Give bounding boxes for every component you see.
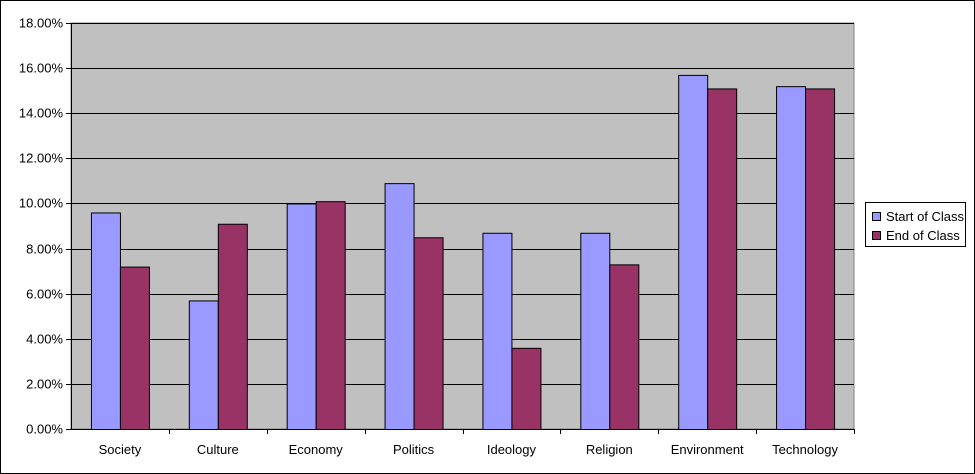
legend-label-start: Start of Class — [886, 208, 965, 224]
y-tick-label: 8.00% — [26, 242, 63, 257]
bar-end-ideology — [511, 347, 542, 430]
legend-swatch-end — [872, 230, 881, 240]
bar-end-culture — [217, 223, 248, 430]
bar-end-society — [119, 266, 150, 430]
y-tick-label: 12.00% — [19, 151, 64, 166]
y-tick-label: 16.00% — [19, 61, 64, 76]
bar-start-politics — [384, 183, 415, 430]
legend-item-start: Start of Class — [872, 207, 964, 225]
bar-end-environment — [707, 88, 738, 431]
bar-end-economy — [315, 201, 346, 430]
bar-start-culture — [188, 300, 219, 430]
y-tick-label: 0.00% — [26, 422, 63, 437]
x-tick-label: Ideology — [487, 442, 537, 457]
x-tick-label: Environment — [671, 442, 744, 457]
x-tick-label: Politics — [393, 442, 435, 457]
bar-end-politics — [413, 237, 444, 430]
x-tick-label: Economy — [289, 442, 344, 457]
bar-start-technology — [776, 86, 807, 431]
y-tick-label: 14.00% — [19, 106, 64, 121]
y-tick-label: 10.00% — [19, 196, 64, 211]
y-tick-label: 2.00% — [26, 377, 63, 392]
x-tick-label: Society — [99, 442, 142, 457]
legend: Start of Class End of Class — [865, 202, 966, 247]
x-tick-label: Culture — [197, 442, 239, 457]
y-tick-label: 6.00% — [26, 287, 63, 302]
bar-end-religion — [609, 264, 640, 430]
legend-label-end: End of Class — [886, 227, 960, 243]
y-tick-label: 4.00% — [26, 332, 63, 347]
y-tick-label: 18.00% — [19, 16, 64, 31]
legend-item-end: End of Class — [872, 226, 960, 244]
x-tick-label: Religion — [586, 442, 633, 457]
bar-start-religion — [580, 232, 611, 430]
bar-start-ideology — [482, 232, 513, 430]
legend-swatch-start — [872, 211, 881, 221]
bar-end-technology — [805, 88, 836, 431]
x-tick-label: Technology — [772, 442, 838, 457]
bar-start-economy — [286, 203, 317, 430]
bar-start-society — [90, 212, 121, 430]
bar-start-environment — [678, 74, 709, 430]
